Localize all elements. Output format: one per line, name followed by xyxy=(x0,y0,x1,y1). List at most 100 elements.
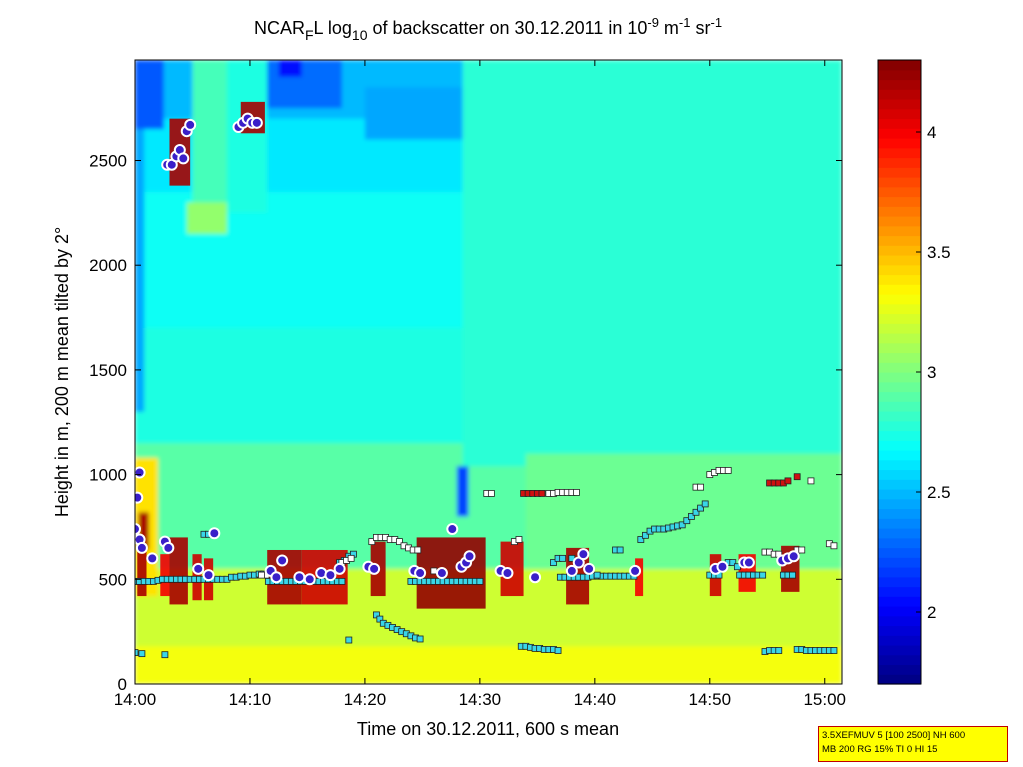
purple_markers-point-0 xyxy=(135,523,141,536)
aerosol-layer-13 xyxy=(635,558,644,597)
colorbar-tick-label-1: 2.5 xyxy=(927,483,951,502)
colorbar-band-57 xyxy=(878,118,921,129)
purple_markers-point-16 xyxy=(202,569,215,582)
purple_markers-point-30 xyxy=(333,562,346,575)
cyan_markers-point-96 xyxy=(637,536,645,543)
colorbar-band-10 xyxy=(878,576,921,588)
purple_markers-point-39 xyxy=(463,550,476,563)
white_markers-point-42 xyxy=(258,571,265,579)
colorbar-band-28 xyxy=(878,401,921,412)
colorbar-band-12 xyxy=(878,557,921,568)
colorbar-band-60 xyxy=(878,89,921,100)
background-layer-11 xyxy=(226,60,268,213)
cyan_markers-point-108 xyxy=(692,508,700,516)
colorbar-band-17 xyxy=(878,508,921,519)
colorbar-tick-label-3: 3.5 xyxy=(927,243,951,262)
plot-frame xyxy=(134,59,843,685)
title-part3: m xyxy=(659,18,679,38)
purple_markers-point-7 xyxy=(162,541,175,554)
colorbar-band-3 xyxy=(878,645,921,656)
aerosol-layer-0 xyxy=(137,545,147,597)
background-layer-19 xyxy=(138,512,149,550)
colorbar-tick-label-2: 3 xyxy=(927,363,936,382)
colorbar-band-32 xyxy=(878,362,921,373)
colorbar-band-51 xyxy=(878,177,921,188)
white_markers-point-38 xyxy=(807,477,815,485)
colorbar-band-5 xyxy=(878,625,921,636)
background-layer-15 xyxy=(456,466,469,517)
y-tick-label-2: 1000 xyxy=(89,466,127,485)
cyan_markers-point-115 xyxy=(616,546,624,554)
white_markers-point-3 xyxy=(368,538,376,546)
colorbar-band-42 xyxy=(878,264,921,276)
colorbar-band-44 xyxy=(878,245,921,256)
colorbar-band-13 xyxy=(878,547,921,558)
colorbar-band-29 xyxy=(878,391,921,402)
colorbar-band-46 xyxy=(878,225,921,237)
white_markers-group xyxy=(258,467,838,579)
colorbar-band-21 xyxy=(878,469,921,480)
white_markers-point-40 xyxy=(830,542,838,550)
background-layer-8 xyxy=(135,60,164,130)
background-layer-9 xyxy=(192,60,227,203)
title-log-subscript: 10 xyxy=(352,27,368,43)
purple_markers-point-49 xyxy=(716,560,729,573)
colorbar-band-40 xyxy=(878,284,921,295)
cyan_markers-point-107 xyxy=(688,513,695,520)
y-tick-label-0: 0 xyxy=(118,675,127,694)
cyan_markers-point-113 xyxy=(559,554,567,562)
title-exponent-3: -1 xyxy=(710,15,722,30)
purple_markers-point-41 xyxy=(501,567,514,580)
cyan_markers-point-147 xyxy=(376,615,384,623)
colorbar-band-16 xyxy=(878,518,921,529)
colorbar-band-61 xyxy=(878,79,921,90)
y-axis-ticks: 0 500 1000 1500 2000 2500 xyxy=(89,152,842,694)
purple_markers-point-14 xyxy=(184,118,197,131)
cyan_markers-point-116 xyxy=(593,571,601,579)
colorbar-band-55 xyxy=(878,138,921,149)
colorbar-band-49 xyxy=(878,196,921,207)
y-tick-label-3: 1500 xyxy=(89,361,127,380)
cyan_markers-point-120 xyxy=(135,649,139,656)
purple_markers-point-17 xyxy=(208,527,221,540)
white_markers-point-37 xyxy=(798,546,806,554)
white_markers-point-2 xyxy=(347,554,355,562)
background-layer-2 xyxy=(135,646,842,684)
cyan_markers-point-146 xyxy=(373,611,380,619)
colorbar-band-2 xyxy=(878,654,921,666)
colorbar-band-43 xyxy=(878,255,921,266)
colorbar-band-53 xyxy=(878,157,921,168)
cyan_markers-point-61 xyxy=(476,577,484,585)
colorbar-band-33 xyxy=(878,352,921,363)
colorbar-band-24 xyxy=(878,440,921,451)
purple_markers-point-54 xyxy=(787,550,800,563)
colorbar: 2 2.5 3 3.5 4 xyxy=(877,59,951,685)
colorbar-band-34 xyxy=(878,342,921,354)
white_markers-point-26 xyxy=(697,483,704,491)
title-part2: of backscatter on 30.12.2011 in 10 xyxy=(367,18,647,38)
colorbar-band-20 xyxy=(878,479,921,490)
title-prefix-subscript: F xyxy=(305,27,314,43)
y-tick-label-1: 500 xyxy=(99,570,127,589)
title-exponent-1: -9 xyxy=(647,15,659,30)
red_markers-point-10 xyxy=(793,473,801,481)
colorbar-band-45 xyxy=(878,235,921,246)
purple_markers-point-27 xyxy=(303,573,316,586)
cyan_markers-point-132 xyxy=(554,647,562,654)
colorbar-band-9 xyxy=(878,586,921,597)
colorbar-band-7 xyxy=(878,606,921,617)
info-box-line-2: MB 200 RG 15% TI 0 HI 15 xyxy=(822,744,938,755)
colorbar-band-14 xyxy=(878,537,921,549)
title-part4: sr xyxy=(690,18,710,38)
purple_markers-point-34 xyxy=(414,567,427,580)
aerosol-layer-1 xyxy=(160,554,170,597)
x-tick-label-2: 14:20 xyxy=(344,690,387,709)
x-axis-label: Time on 30.12.2011, 600 s mean xyxy=(357,719,619,739)
colorbar-band-37 xyxy=(878,313,921,324)
colorbar-band-19 xyxy=(878,489,921,500)
red_markers-group xyxy=(520,473,801,497)
cyan_markers-point-136 xyxy=(775,647,783,654)
purple_markers-point-36 xyxy=(446,523,459,536)
marker-series xyxy=(135,112,838,659)
